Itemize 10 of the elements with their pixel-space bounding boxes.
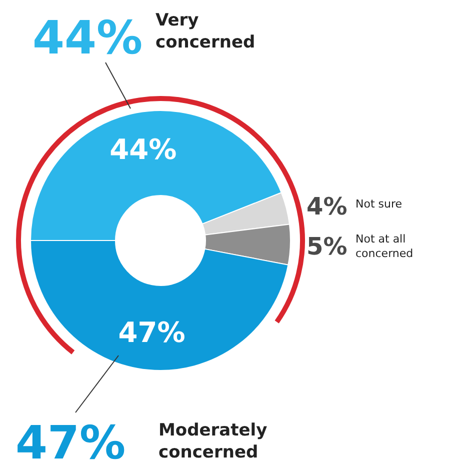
text: 44% [32,10,143,64]
slice-label: Not at all concerned [356,232,414,260]
data-label: 4% [306,192,348,220]
data-label: 44% [110,133,177,166]
data-label: 5% [306,232,348,260]
data-label: 47% [118,316,186,350]
slice-label: Not sure [356,198,402,210]
slice-label: Moderately concerned [158,420,268,462]
slice-label: Very concerned [156,10,256,52]
text: 47% [16,416,126,468]
